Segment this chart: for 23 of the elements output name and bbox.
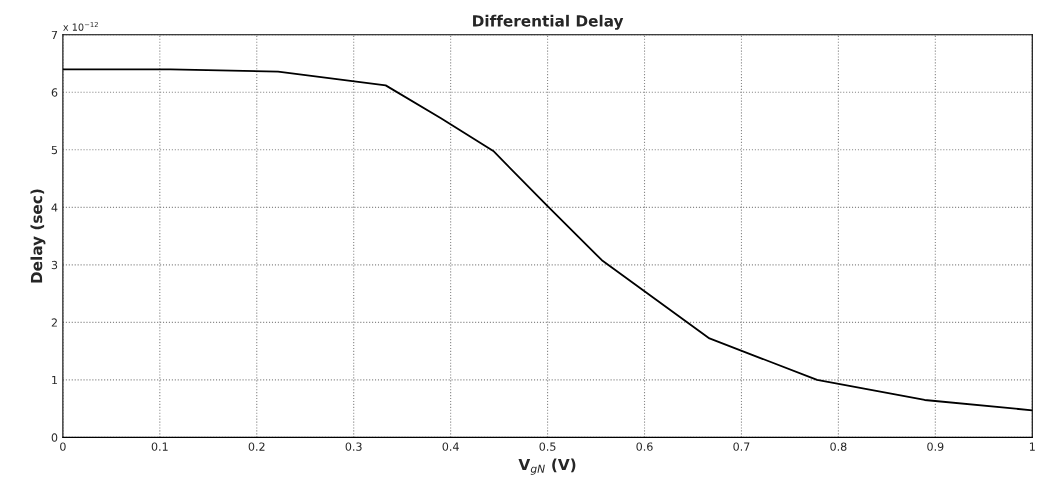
x-tick-label: 0.6	[636, 442, 653, 451]
y-axis-title: Delay (sec)	[30, 189, 46, 283]
y-tick-label: 7	[51, 30, 58, 40]
x-tick-label: 0.1	[151, 442, 168, 451]
x-tick-label: 0.4	[442, 442, 459, 451]
x-tick-label: 0.8	[830, 442, 847, 451]
y-tick-label: 2	[51, 318, 57, 327]
y-tick-label: 1	[52, 375, 57, 385]
x-tick-label: 0.3	[345, 442, 362, 451]
y-tick-label: 4	[51, 203, 58, 212]
chart-title: Differential Delay	[473, 14, 624, 30]
x-tick-label: 0.7	[733, 442, 750, 451]
x-tick-label: 0.2	[248, 442, 265, 451]
x-tick-label: 0.5	[539, 442, 556, 451]
text: x 10$^{−12}$	[63, 21, 98, 31]
y-tick-label: 5	[51, 145, 58, 155]
x-tick-label: 0	[60, 442, 66, 451]
x-tick-label: 1	[1029, 442, 1035, 451]
x-tick-label: 0.9	[927, 442, 944, 451]
y-tick-label: 0	[51, 433, 58, 442]
y-tick-label: 3	[51, 260, 58, 270]
x-axis-title: V$_{gN}$ (V)	[518, 458, 576, 475]
y-tick-label: 6	[51, 88, 58, 97]
